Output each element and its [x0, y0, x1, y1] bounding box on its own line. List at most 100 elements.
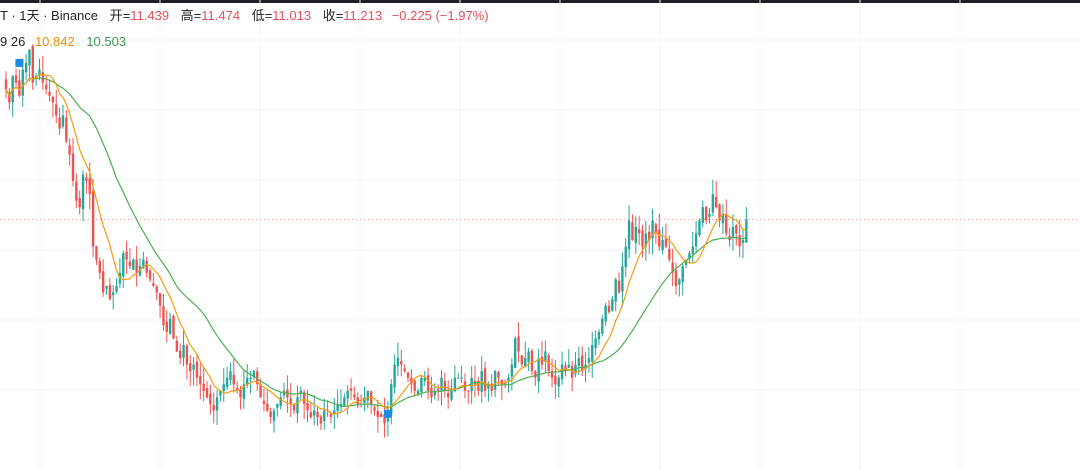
candle-down: [135, 259, 138, 273]
candle-down: [356, 397, 359, 404]
candle-up: [299, 390, 302, 394]
candle-down: [289, 398, 292, 404]
candle-up: [192, 364, 195, 370]
candle-up: [343, 397, 346, 406]
candle-down: [175, 340, 179, 352]
candle-up: [38, 69, 41, 76]
candle-down: [517, 336, 520, 352]
candle-up: [480, 371, 483, 392]
candle-up: [594, 338, 597, 348]
candle-down: [98, 260, 101, 273]
candle-up: [105, 285, 108, 289]
candle-down: [148, 270, 152, 280]
candle-up: [182, 344, 185, 358]
candle-down: [658, 229, 661, 247]
candle-up: [440, 377, 443, 392]
candle-down: [41, 72, 45, 83]
candle-up: [604, 305, 607, 322]
symbol-title: T · 1天 · Binance: [0, 8, 99, 23]
candle-down: [309, 412, 313, 418]
candle-down: [306, 402, 309, 411]
candle-up: [678, 279, 681, 285]
candle-down: [199, 376, 202, 385]
candle-down: [530, 350, 534, 372]
candle-down: [436, 388, 440, 391]
candle-up: [61, 115, 65, 127]
candle-up: [601, 318, 604, 334]
candle-down: [58, 117, 61, 129]
candle-up: [537, 358, 540, 382]
candle-down: [349, 388, 353, 391]
candles: [4, 44, 748, 438]
candle-up: [611, 299, 614, 311]
candle-up: [24, 62, 28, 73]
candle-up: [363, 397, 366, 404]
candle-down: [108, 285, 112, 300]
candle-up: [577, 358, 581, 366]
candle-up: [460, 377, 463, 379]
candle-down: [189, 363, 192, 372]
candle-down: [500, 379, 503, 385]
candle-down: [71, 153, 75, 181]
candle-down: [467, 390, 470, 392]
candle-down: [353, 394, 356, 398]
high-label: 高=: [180, 8, 202, 23]
candle-down: [704, 206, 708, 221]
candle-up: [168, 318, 172, 334]
candle-up: [614, 279, 617, 302]
candle-down: [128, 261, 132, 267]
candle-up: [28, 49, 31, 66]
candle-down: [410, 377, 413, 385]
candle-up: [420, 377, 423, 393]
candle-down: [45, 84, 48, 90]
low-label: 低=: [251, 8, 273, 23]
candle-up: [688, 253, 691, 259]
candle-down: [202, 383, 205, 391]
candle-down: [654, 224, 658, 234]
candle-down: [158, 293, 162, 306]
close-value: 11.213: [343, 8, 383, 23]
candle-up: [708, 213, 711, 217]
ma-legend: 9 26 10.842 10.503: [0, 34, 126, 50]
candle-down: [668, 248, 671, 260]
candle-up: [390, 384, 393, 415]
candle-down: [85, 177, 88, 181]
candle-down: [443, 380, 447, 391]
change-value: −0.225 (−1.97%): [391, 8, 489, 23]
open-label: 开=: [109, 8, 131, 23]
candle-down: [617, 280, 621, 293]
candle-up: [560, 364, 564, 380]
candle-down: [631, 222, 634, 240]
candle-down: [329, 413, 333, 418]
candle-down: [426, 375, 430, 391]
candle-up: [544, 351, 547, 362]
candle-down: [718, 204, 721, 221]
candle-up: [21, 69, 24, 96]
candle-down: [503, 383, 507, 385]
candle-up: [457, 377, 460, 379]
candle-down: [125, 251, 128, 260]
candle-up: [333, 410, 336, 414]
ma-26-line: [5, 77, 747, 409]
candle-up: [115, 285, 118, 292]
candle-down: [232, 374, 235, 385]
candle-up: [691, 246, 694, 254]
candle-up: [396, 358, 400, 367]
open-value: 11.439: [130, 8, 170, 23]
ma-params: 9 26: [0, 34, 26, 49]
candle-down: [648, 231, 651, 240]
candle-up: [557, 377, 560, 387]
candle-down: [155, 286, 158, 293]
candle-up: [219, 390, 222, 396]
candle-up: [487, 384, 490, 389]
ma-9-value: 10.842: [34, 34, 75, 49]
candle-up: [694, 233, 698, 247]
candle-down: [738, 235, 741, 247]
candle-down: [292, 404, 296, 411]
candle-down: [550, 371, 554, 378]
candle-up: [701, 207, 704, 223]
candle-down: [540, 356, 544, 365]
candle-up: [433, 390, 436, 396]
